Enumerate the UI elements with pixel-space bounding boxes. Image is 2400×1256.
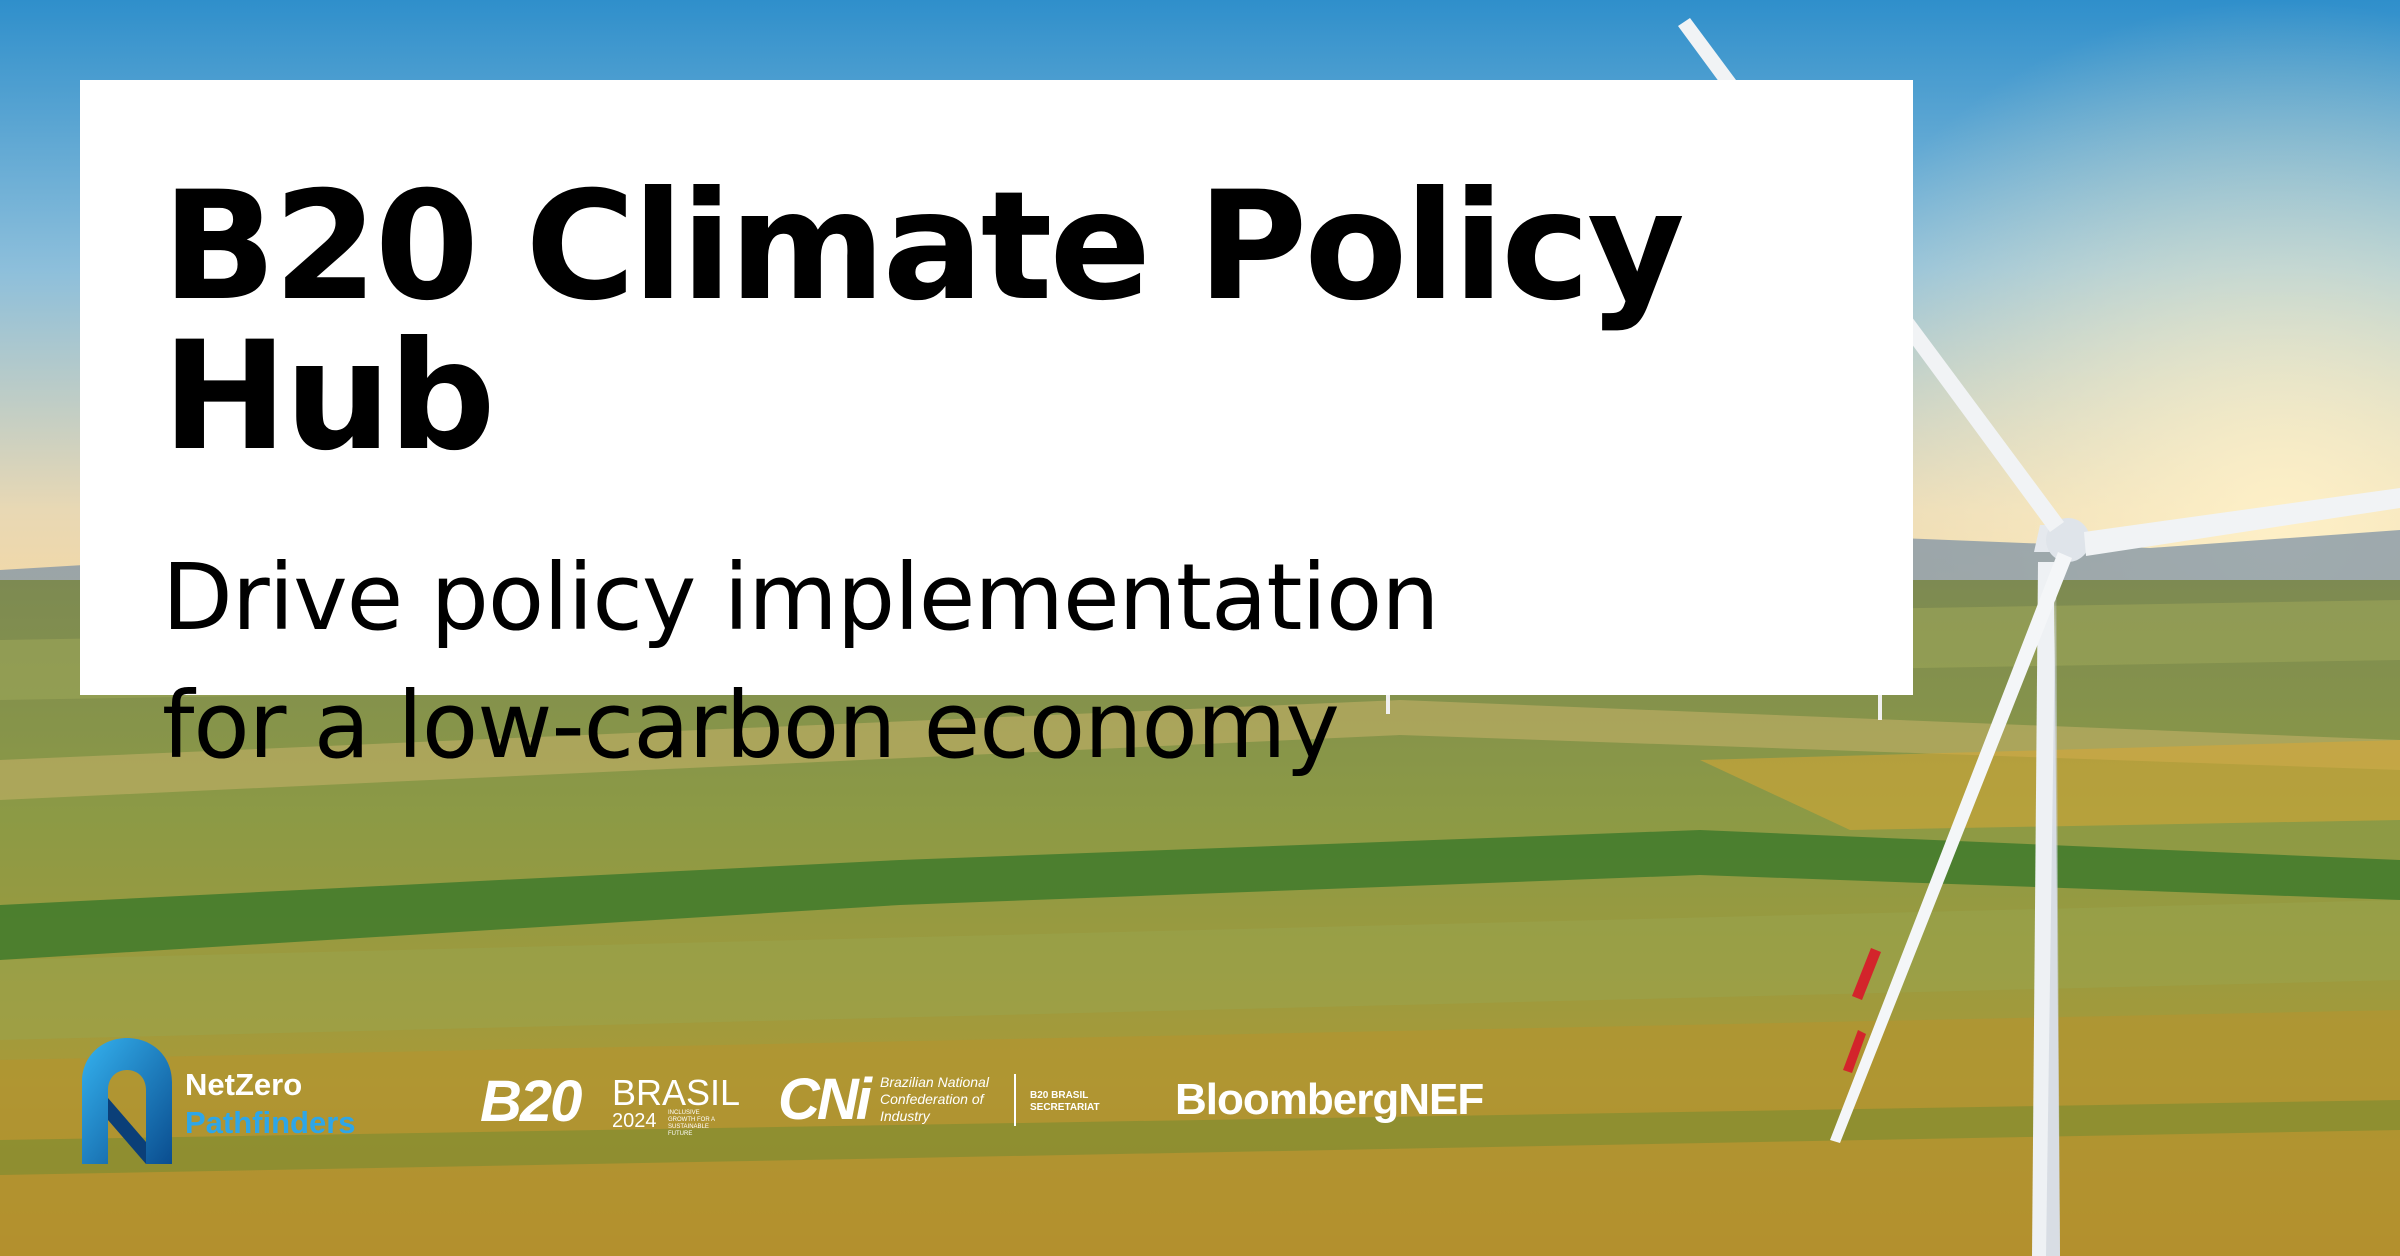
b20-brasil-logo[interactable]: B20 BRASIL 2024 INCLUSIVE GROWTH FOR A S… <box>480 1069 741 1138</box>
netzero-pathfinders-icon <box>82 1038 172 1164</box>
partner-logos: NetZero Pathfinders B20 BRASIL 2024 INCL… <box>0 1030 1550 1180</box>
title-card: B20 Climate Policy Hub Drive policy impl… <box>80 80 1913 779</box>
b20-tagline: INCLUSIVE GROWTH FOR A SUSTAINABLE FUTUR… <box>668 1110 715 1137</box>
netzero-line-2: Pathfinders <box>185 1105 356 1140</box>
b20-year: 2024 <box>612 1110 657 1132</box>
cni-description: Brazilian National Confederation of Indu… <box>880 1074 989 1124</box>
netzero-pathfinders-logo[interactable]: NetZero Pathfinders <box>0 1030 400 1180</box>
netzero-wordmark: NetZero Pathfinders <box>185 1066 356 1142</box>
bloombergnef-logo[interactable]: BloombergNEF <box>1175 1075 1484 1124</box>
b20-brasil-name: BRASIL <box>612 1072 741 1113</box>
cni-mark: CNi <box>778 1067 872 1132</box>
cni-secretariat: B20 BRASIL SECRETARIAT <box>1030 1090 1100 1113</box>
cni-logo[interactable]: CNi Brazilian National Confederation of … <box>778 1070 1138 1134</box>
cni-divider <box>1014 1074 1016 1126</box>
page-title: B20 Climate Policy Hub <box>162 160 1685 484</box>
subtitle-line-2: for a low-carbon economy <box>162 672 1340 779</box>
b20-mark: B20 <box>480 1069 582 1134</box>
netzero-line-1: NetZero <box>185 1067 303 1102</box>
subtitle: Drive policy implementation for a low-ca… <box>162 534 1913 790</box>
subtitle-line-1: Drive policy implementation <box>162 544 1440 651</box>
